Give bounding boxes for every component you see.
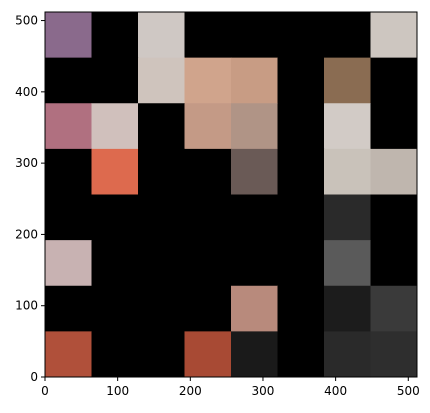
image-tile bbox=[324, 12, 371, 59]
image-tile bbox=[138, 103, 185, 150]
image-tile bbox=[370, 194, 418, 241]
axes-frame bbox=[44, 11, 418, 378]
image-tile bbox=[370, 103, 418, 150]
image-tile bbox=[231, 103, 278, 150]
image-tile bbox=[138, 12, 185, 59]
x-tick-label: 0 bbox=[41, 384, 49, 398]
x-axis: 0 100 200 300 400 500 bbox=[41, 377, 420, 398]
image-tile bbox=[277, 194, 325, 241]
x-tick-label: 300 bbox=[252, 384, 275, 398]
image-tiles bbox=[45, 12, 418, 378]
image-tile bbox=[231, 148, 278, 196]
image-tile bbox=[45, 331, 92, 378]
image-tile bbox=[184, 194, 232, 241]
image-tile bbox=[184, 148, 232, 196]
image-tile bbox=[45, 12, 92, 59]
image-tile bbox=[184, 57, 232, 104]
image-tile bbox=[370, 331, 418, 378]
image-tile bbox=[138, 331, 185, 378]
image-tile bbox=[324, 103, 371, 150]
image-tile bbox=[324, 148, 371, 196]
image-tile bbox=[231, 285, 278, 332]
y-tick-label: 400 bbox=[15, 85, 38, 99]
x-tick-label: 400 bbox=[324, 384, 347, 398]
image-tile bbox=[184, 240, 232, 287]
image-tile bbox=[231, 331, 278, 378]
image-tile bbox=[45, 57, 92, 104]
y-tick-label: 100 bbox=[15, 299, 38, 313]
image-tile bbox=[91, 12, 139, 59]
image-tile bbox=[45, 148, 92, 196]
image-tile bbox=[324, 194, 371, 241]
image-tile bbox=[277, 12, 325, 59]
image-tile bbox=[370, 57, 418, 104]
x-tick-label: 100 bbox=[106, 384, 129, 398]
image-tile bbox=[91, 331, 139, 378]
image-tile bbox=[138, 240, 185, 287]
image-tile bbox=[91, 148, 139, 196]
image-tile bbox=[231, 57, 278, 104]
image-tile bbox=[184, 331, 232, 378]
image-tile bbox=[138, 285, 185, 332]
image-tile bbox=[91, 103, 139, 150]
image-tile bbox=[184, 12, 232, 59]
image-tile bbox=[45, 285, 92, 332]
image-tile bbox=[277, 285, 325, 332]
image-tile bbox=[91, 194, 139, 241]
image-tile bbox=[91, 285, 139, 332]
x-tick-label: 500 bbox=[397, 384, 420, 398]
y-axis: 0 100 200 300 400 500 bbox=[15, 14, 45, 384]
image-tile bbox=[324, 331, 371, 378]
image-tile bbox=[370, 12, 418, 59]
x-tick-label: 200 bbox=[179, 384, 202, 398]
y-tick-label: 0 bbox=[30, 370, 38, 384]
image-tile bbox=[277, 103, 325, 150]
image-tile bbox=[184, 103, 232, 150]
image-tile bbox=[277, 331, 325, 378]
image-tile bbox=[231, 240, 278, 287]
y-tick-label: 300 bbox=[15, 156, 38, 170]
image-tile bbox=[277, 57, 325, 104]
image-tile bbox=[370, 148, 418, 196]
image-tile bbox=[324, 240, 371, 287]
image-tile bbox=[138, 194, 185, 241]
image-tile bbox=[324, 57, 371, 104]
y-tick-label: 200 bbox=[15, 227, 38, 241]
image-tile bbox=[231, 194, 278, 241]
image-tile bbox=[91, 240, 139, 287]
image-tile bbox=[45, 240, 92, 287]
image-tile bbox=[277, 240, 325, 287]
image-tile bbox=[277, 148, 325, 196]
image-tile bbox=[231, 12, 278, 59]
y-tick-label: 500 bbox=[15, 14, 38, 28]
image-tile bbox=[138, 148, 185, 196]
image-tile bbox=[91, 57, 139, 104]
image-tile bbox=[45, 194, 92, 241]
image-tile bbox=[184, 285, 232, 332]
image-tile bbox=[138, 57, 185, 104]
image-tile bbox=[45, 103, 92, 150]
image-tile bbox=[370, 240, 418, 287]
image-tile bbox=[324, 285, 371, 332]
image-tile bbox=[370, 285, 418, 332]
